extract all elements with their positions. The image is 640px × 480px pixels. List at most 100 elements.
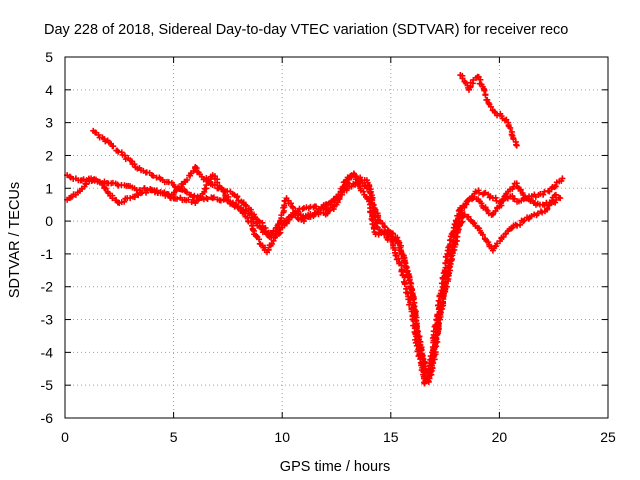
x-tick-label: 25 <box>600 429 616 445</box>
data-point <box>452 217 459 224</box>
data-point <box>415 353 422 360</box>
data-point <box>482 92 489 99</box>
series-track-c <box>64 170 564 387</box>
data-point <box>287 200 294 207</box>
data-points <box>64 72 566 387</box>
data-point <box>234 193 241 200</box>
data-point <box>204 196 211 203</box>
data-point <box>408 308 415 315</box>
data-point <box>497 200 504 207</box>
data-point <box>150 172 157 179</box>
data-point <box>426 360 433 367</box>
data-point <box>176 185 183 192</box>
data-point <box>398 250 405 257</box>
data-point <box>218 185 225 192</box>
data-point <box>501 193 508 200</box>
data-point <box>307 211 314 218</box>
data-point <box>174 195 181 202</box>
data-point <box>492 243 499 250</box>
y-tick-label: 4 <box>45 82 53 98</box>
chart-title: Day 228 of 2018, Sidereal Day-to-day VTE… <box>44 22 568 38</box>
data-point <box>517 221 524 228</box>
data-point <box>294 214 301 221</box>
data-point <box>401 274 408 281</box>
data-point <box>164 190 171 197</box>
data-point <box>534 210 541 217</box>
data-point <box>413 333 420 340</box>
x-axis-label: GPS time / hours <box>280 459 390 475</box>
data-point <box>102 185 109 192</box>
data-point <box>268 240 275 247</box>
data-point <box>350 171 357 178</box>
y-tick-label: -6 <box>41 410 54 426</box>
x-tick-label: 5 <box>170 429 178 445</box>
data-point <box>330 206 337 213</box>
data-point <box>557 195 564 202</box>
data-point <box>315 205 322 212</box>
data-point <box>425 365 432 372</box>
data-point <box>513 142 520 149</box>
data-point <box>121 198 128 205</box>
data-point <box>455 223 462 230</box>
data-point <box>248 218 255 225</box>
data-point <box>406 301 413 308</box>
data-point <box>80 176 87 183</box>
data-point <box>134 191 141 198</box>
data-point <box>559 175 566 182</box>
data-point <box>231 203 238 210</box>
data-point <box>421 380 428 387</box>
y-tick-label: 0 <box>45 213 53 229</box>
data-point <box>454 212 461 219</box>
data-point <box>214 179 221 186</box>
data-point <box>121 152 128 159</box>
data-point <box>492 194 499 201</box>
y-tick-label: -4 <box>41 344 54 360</box>
data-point <box>434 311 441 318</box>
y-tick-label: 3 <box>45 115 53 131</box>
data-point <box>459 75 466 82</box>
data-point <box>427 353 434 360</box>
x-tick-label: 20 <box>492 429 508 445</box>
data-point <box>131 194 138 201</box>
data-point <box>279 224 286 231</box>
data-point <box>450 224 457 231</box>
data-point <box>432 322 439 329</box>
data-point <box>479 231 486 238</box>
data-point <box>470 195 477 202</box>
y-tick-label: -1 <box>41 246 54 262</box>
plot-frame <box>64 56 609 419</box>
y-tick-label: -3 <box>41 312 54 328</box>
data-point <box>191 192 198 199</box>
data-point <box>484 96 491 103</box>
data-point <box>503 116 510 123</box>
data-point <box>99 180 106 187</box>
data-point <box>401 281 408 288</box>
data-point <box>472 188 479 195</box>
axis-ticks: 0 5 10 15 20 25 -6 -5 -4 -3 -2 -1 0 1 2 3 4 5 <box>41 49 616 445</box>
data-point <box>500 233 507 240</box>
data-point <box>429 335 436 342</box>
data-point <box>110 143 117 150</box>
series-track-d <box>457 72 520 149</box>
data-point <box>372 219 379 226</box>
data-point <box>465 213 472 220</box>
data-point <box>250 226 257 233</box>
data-point <box>131 161 138 168</box>
x-tick-label: 10 <box>274 429 290 445</box>
x-tick-label: 0 <box>61 429 69 445</box>
data-point <box>453 233 460 240</box>
y-tick-label: 5 <box>45 49 53 65</box>
y-tick-label: -5 <box>41 377 54 393</box>
data-point <box>270 227 277 234</box>
data-point <box>210 194 217 201</box>
data-point <box>335 194 342 201</box>
data-point <box>247 206 254 213</box>
data-point <box>352 176 359 183</box>
data-point <box>414 348 421 355</box>
data-point <box>481 87 488 94</box>
data-point <box>398 268 405 275</box>
data-point <box>109 195 116 202</box>
data-point <box>544 205 551 212</box>
data-point <box>265 246 272 253</box>
